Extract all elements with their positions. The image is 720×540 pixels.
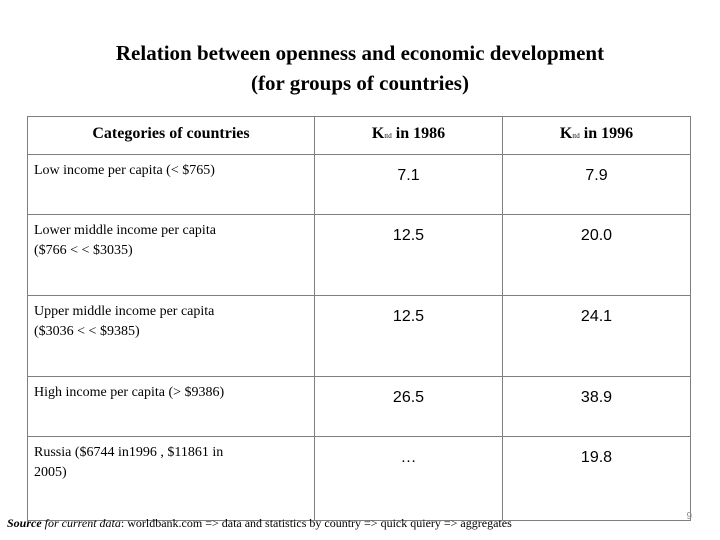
- table-row: High income per capita (> $9386) 26.5 38…: [27, 376, 691, 437]
- header-year-text: in 1986: [395, 125, 446, 142]
- row-category: Russia ($6744 in1996 , $11861 in 2005): [27, 436, 315, 521]
- row-category: Upper middle income per capita ($3036 < …: [27, 295, 315, 377]
- category-line: High income per capita (> $9386): [34, 385, 225, 400]
- row-category: Lower middle income per capita ($766 < <…: [27, 214, 315, 296]
- category-line: Lower middle income per capita: [34, 223, 216, 238]
- page-title: Relation between openness and economic d…: [0, 38, 720, 98]
- header-year-text: in 1996: [583, 125, 634, 142]
- source-text: : worldbank.com => data and statistics b…: [120, 516, 512, 530]
- value-1986: 12.5: [314, 214, 503, 296]
- value-1986: 12.5: [314, 295, 503, 377]
- source-label: Source: [7, 516, 42, 530]
- header-k-1996: Kttd in 1996: [502, 116, 691, 155]
- value-1996: 20.0: [502, 214, 691, 296]
- header-k-subscript: ttd: [384, 132, 392, 140]
- header-k-letter: K: [371, 125, 385, 142]
- title-line-1: Relation between openness and economic d…: [115, 41, 605, 65]
- row-category: Low income per capita (< $765): [27, 154, 315, 215]
- table-row: Low income per capita (< $765) 7.1 7.9: [27, 154, 691, 215]
- table-row: Upper middle income per capita ($3036 < …: [27, 295, 691, 377]
- table-row: Lower middle income per capita ($766 < <…: [27, 214, 691, 296]
- category-line: 2005): [34, 465, 67, 480]
- page-number: 9: [686, 511, 692, 522]
- header-categories: Categories of countries: [27, 116, 315, 155]
- source-note: Source for current data: worldbank.com =…: [7, 516, 512, 531]
- value-1986: 26.5: [314, 376, 503, 437]
- category-line: Low income per capita (< $765): [34, 163, 215, 178]
- header-k-1986: Kttd in 1986: [314, 116, 503, 155]
- table-row: Russia ($6744 in1996 , $11861 in 2005) ……: [27, 436, 691, 521]
- category-line: ($766 < < $3035): [34, 243, 133, 258]
- source-qualifier: for current data: [44, 516, 121, 530]
- value-1996: 7.9: [502, 154, 691, 215]
- category-line: Russia ($6744 in1996 , $11861 in: [34, 445, 224, 460]
- openness-table: Categories of countries Kttd in 1986 Ktt…: [27, 116, 691, 521]
- value-1996: 38.9: [502, 376, 691, 437]
- value-1986: …: [314, 436, 503, 521]
- value-1986: 7.1: [314, 154, 503, 215]
- table-header-row: Categories of countries Kttd in 1986 Ktt…: [27, 116, 691, 155]
- category-line: Upper middle income per capita: [34, 304, 215, 319]
- header-k-letter: K: [559, 125, 573, 142]
- header-k-subscript: ttd: [572, 132, 580, 140]
- row-category: High income per capita (> $9386): [27, 376, 315, 437]
- value-1996: 19.8: [502, 436, 691, 521]
- title-line-2: (for groups of countries): [251, 71, 469, 95]
- category-line: ($3036 < < $9385): [34, 324, 140, 339]
- value-1996: 24.1: [502, 295, 691, 377]
